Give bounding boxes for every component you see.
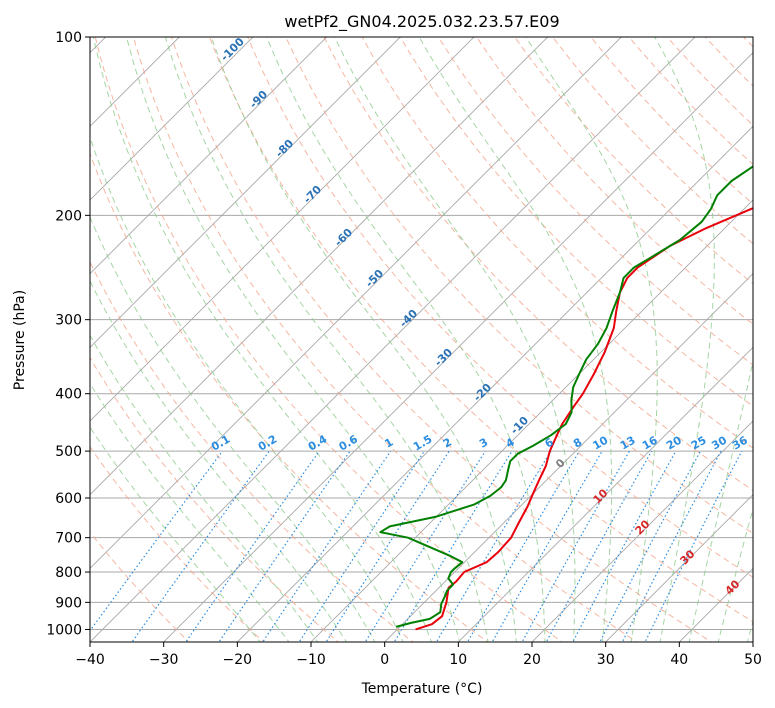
moist-adiabat-line (164, 37, 489, 642)
x-tick-label: 10 (449, 652, 467, 668)
mixing-ratio-line (599, 450, 702, 642)
moist-adiabat-line (717, 506, 753, 642)
moist-adiabat-line (266, 37, 546, 642)
isotherm-line (90, 37, 696, 642)
mixing-ratio-line (185, 450, 320, 642)
isotherm-line (605, 494, 753, 642)
moist-adiabat-line (126, 37, 461, 642)
x-tick-label: 50 (744, 652, 762, 668)
mixing-ratio-line (131, 450, 270, 642)
moist-adiabat-line (525, 37, 658, 642)
moist-adiabat-line (688, 358, 753, 642)
y-tick-label: 500 (55, 444, 82, 460)
isotherm-line (90, 37, 254, 201)
mixing-ratio-line (90, 450, 223, 632)
dry-adiabat-line (94, 37, 564, 642)
dry-adiabat-line (209, 37, 753, 623)
background-lines (90, 37, 753, 642)
y-tick-label: 300 (55, 313, 82, 329)
isotherm-line (90, 37, 328, 275)
dry-adiabat-line (90, 260, 414, 642)
mixing-ratio-line (262, 450, 392, 642)
x-tick-label: 0 (380, 652, 389, 668)
isotherm-line (90, 37, 475, 422)
dry-adiabat-line (90, 446, 265, 642)
dry-adiabat-line (90, 356, 340, 642)
isotherm-line (457, 346, 753, 642)
dry-adiabat-line (132, 37, 638, 642)
moist-adiabat-line (90, 135, 404, 642)
mixing-ratio-line (621, 450, 722, 642)
mixing-ratio-line (393, 450, 513, 642)
isotherm-line (310, 199, 753, 642)
x-tick-label: 20 (523, 652, 541, 668)
axis-ticks: −40 −30 −20 −10 0 10 20 30 40 50 1000 900 800 700 600 5… (46, 30, 762, 668)
y-tick-label: 600 (55, 491, 82, 507)
moist-adiabat-line (90, 382, 290, 642)
moist-adiabat-line (654, 37, 715, 642)
isotherm-line (236, 125, 753, 642)
y-tick-label: 1000 (46, 622, 82, 638)
x-tick-label: −20 (223, 652, 253, 668)
y-tick-label: 200 (55, 208, 82, 224)
x-tick-label: 40 (670, 652, 688, 668)
isotherm-line (384, 273, 753, 642)
y-tick-label: 700 (55, 531, 82, 547)
moist-adiabat-line (418, 37, 613, 642)
mixing-ratio-line (364, 450, 486, 642)
mixing-ratio-line (325, 450, 450, 642)
isotherm-line (163, 52, 753, 642)
mixing-ratio-line (466, 450, 580, 642)
isotherm-line (531, 420, 753, 642)
moist-adiabat-line (90, 426, 261, 642)
dry-adiabat-line (90, 152, 489, 642)
moist-adiabat-line (90, 215, 376, 642)
moist-adiabat-line (334, 37, 576, 642)
moist-adiabat-line (210, 37, 518, 642)
y-tick-label: 400 (55, 387, 82, 403)
x-axis-label: Temperature (°C) (361, 681, 483, 697)
x-tick-label: −40 (75, 652, 105, 668)
x-tick-label: −10 (296, 652, 326, 668)
series-line-0 (415, 207, 753, 631)
y-tick-label: 800 (55, 565, 82, 581)
chart-title: wetPf2_GN04.2025.032.23.57.E09 (284, 12, 559, 32)
profile-lines (379, 165, 753, 631)
y-axis-label: Pressure (hPa) (12, 290, 28, 390)
series-line-1 (379, 165, 753, 628)
dry-adiabat-line (514, 37, 753, 285)
moist-adiabat-line (90, 279, 347, 642)
y-tick-label: 100 (55, 30, 82, 46)
x-tick-label: 30 (597, 652, 615, 668)
isotherm-line (90, 37, 549, 496)
mixing-ratio-line (218, 450, 351, 642)
x-tick-label: −30 (149, 652, 179, 668)
dry-adiabat-line (476, 37, 753, 325)
plot-frame (89, 36, 754, 643)
y-tick-label: 900 (55, 595, 82, 611)
moist-adiabat-line (92, 37, 432, 642)
mixing-ratio-line (572, 450, 677, 642)
mixing-ratio-line (298, 450, 425, 642)
moist-adiabat-line (90, 334, 319, 642)
